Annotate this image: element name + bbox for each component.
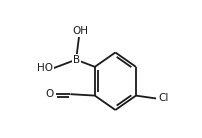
Text: OH: OH (73, 26, 88, 36)
Text: B: B (73, 55, 80, 65)
Text: O: O (45, 89, 54, 99)
Text: Cl: Cl (159, 93, 169, 104)
Text: HO: HO (37, 63, 53, 73)
